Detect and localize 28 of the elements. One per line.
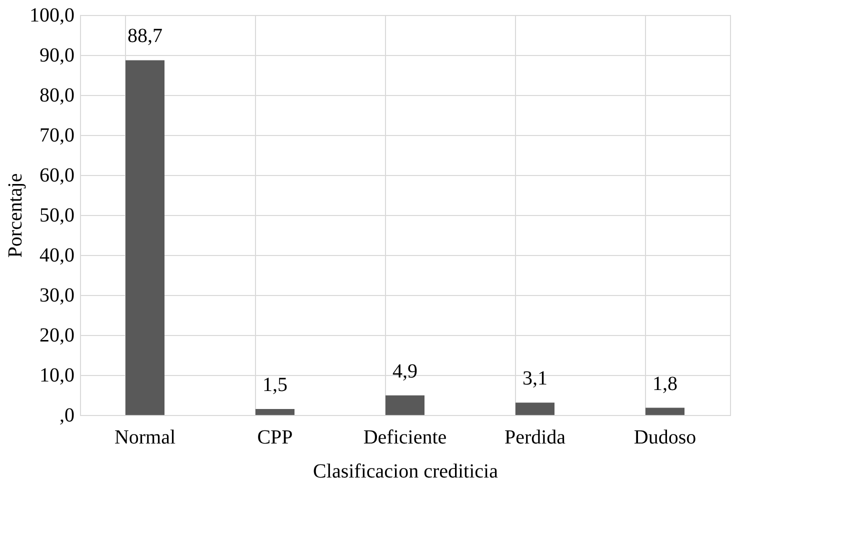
bar	[646, 408, 684, 415]
y-tick-label: 20,0	[40, 324, 74, 346]
y-tick-label: 10,0	[40, 364, 74, 386]
y-tick-label: 60,0	[40, 164, 74, 186]
bar	[126, 60, 164, 415]
y-tick-label: 40,0	[40, 244, 74, 266]
y-tick-label: 50,0	[40, 204, 74, 226]
x-tick-label: CPP	[257, 426, 293, 448]
data-label: 88,7	[128, 25, 162, 48]
y-tick-label: 90,0	[40, 44, 74, 66]
x-tick-label: Dudoso	[634, 426, 696, 448]
y-axis-title: Porcentaje	[4, 173, 26, 258]
data-label: 4,9	[392, 360, 418, 382]
data-label: 1,5	[262, 374, 288, 396]
bar	[386, 395, 424, 415]
y-tick-label: ,0	[60, 404, 74, 426]
y-tick-label: 70,0	[40, 124, 74, 146]
data-label: 1,8	[652, 372, 678, 395]
x-axis-title: Clasificacion crediticia	[313, 460, 498, 482]
y-tick-label: 100,0	[30, 4, 74, 26]
bar	[516, 402, 554, 415]
x-tick-label: Normal	[114, 426, 176, 448]
y-tick-label: 80,0	[40, 84, 74, 106]
y-tick-label: 30,0	[40, 284, 74, 306]
x-tick-label: Perdida	[504, 426, 566, 448]
bar	[256, 409, 294, 415]
x-tick-label: Deficiente	[363, 426, 447, 448]
data-label: 3,1	[522, 368, 548, 390]
